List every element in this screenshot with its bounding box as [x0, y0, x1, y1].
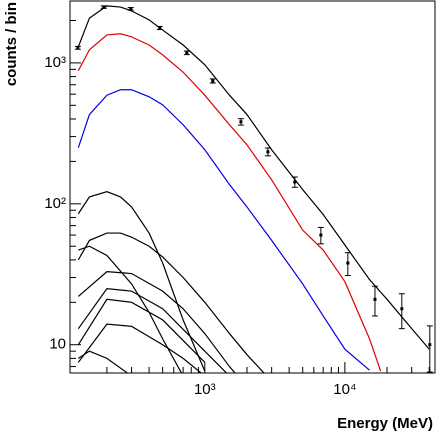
curve: [77, 191, 206, 372]
x-axis-title: Energy (MeV): [337, 415, 433, 432]
x-tick-label: 10⁴: [333, 381, 356, 398]
curve: [77, 323, 203, 373]
data-point: [76, 46, 80, 50]
curve: [77, 232, 265, 373]
plot-frame: [69, 0, 436, 374]
y-tick-label: 10³: [44, 54, 66, 71]
data-point: [428, 343, 432, 347]
data-point: [129, 7, 133, 11]
data-point: [373, 297, 377, 301]
data-point: [293, 180, 297, 184]
curve: [78, 245, 183, 373]
curve: [77, 271, 236, 373]
data-point: [319, 233, 323, 237]
y-tick-label: 10: [49, 336, 66, 353]
curve: [77, 288, 228, 373]
data-point: [346, 261, 350, 265]
y-axis-title: counts / bin: [3, 2, 20, 86]
data-point: [239, 120, 243, 124]
curve: [77, 5, 430, 350]
curve: [77, 33, 382, 372]
curve: [77, 298, 206, 363]
data-point: [102, 5, 106, 9]
data-point: [185, 51, 189, 55]
data-point: [158, 26, 162, 30]
data-point: [400, 307, 404, 311]
y-tick-label: 10²: [44, 195, 66, 212]
curve: [78, 350, 129, 373]
x-tick-label: 10³: [194, 381, 216, 398]
plot-area: [74, 5, 433, 373]
curve: [77, 89, 370, 371]
data-point: [211, 79, 215, 83]
data-point: [266, 150, 270, 154]
